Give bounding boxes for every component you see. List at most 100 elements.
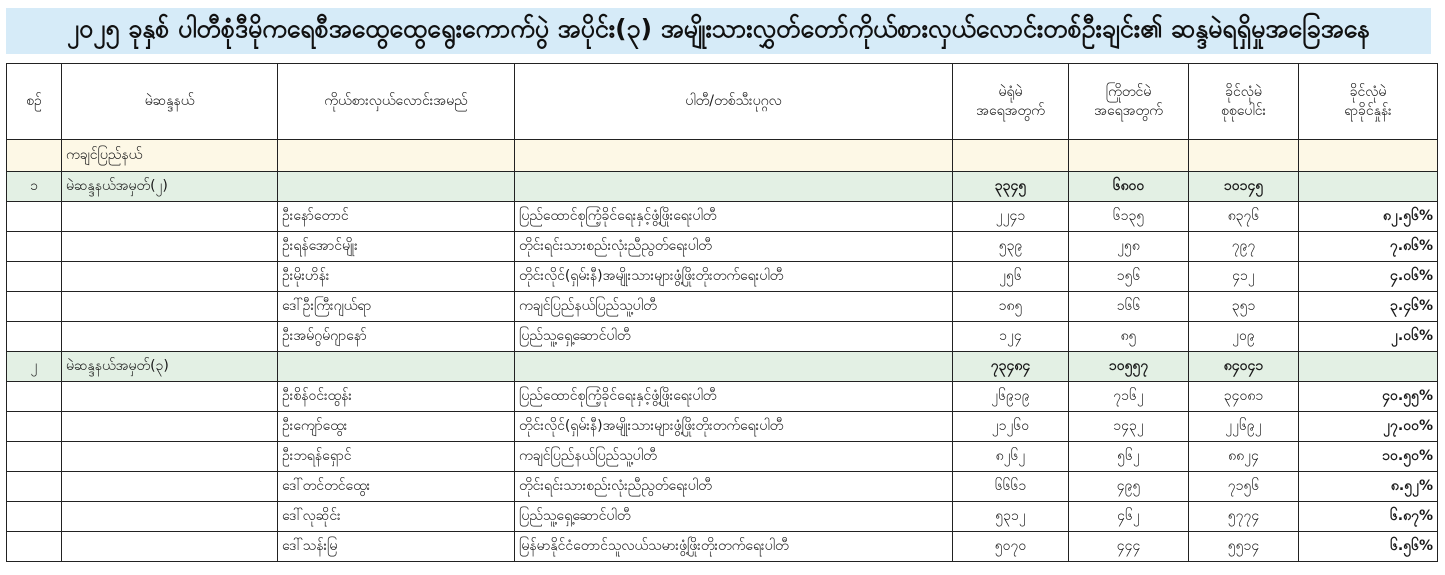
ordinary-votes-total: ၃၃၄၅ [952,171,1069,202]
cell-empty [6,201,62,232]
row-number: ၁ [6,171,62,202]
cell-empty [6,531,62,562]
constituency-row: ၂မဲဆန္ဒနယ်အမှတ်(၃) ၇၃၄၈၄ ၁၀၅၅၇ ၈၄၀၄၁ [6,351,1438,382]
row-number: ၂ [6,351,62,382]
valid-votes-total: ၁၀၁၄၅ [1188,171,1299,202]
valid-votes: ၄၁၂ [1188,261,1299,292]
vote-percent: ၇.၈၆% [1298,231,1438,262]
advance-votes: ၁၆၆ [1068,291,1189,322]
valid-votes: ၈၃၇၆ [1188,201,1299,232]
candidate-name: ဒေါ်လုဆိုင်း [277,501,515,532]
party-name: ပြည်ထောင်စုကြံ့ခိုင်ရေးနှင့်ဖွံ့ဖြိုးရေး… [514,201,953,232]
cell-empty [6,441,62,472]
advance-votes: ၅၆၂ [1068,441,1189,472]
constituency-row: ၁မဲဆန္ဒနယ်အမှတ်(၂) ၃၃၄၅ ၆၈၀၀ ၁၀၁၄၅ [6,171,1438,202]
region-name: ကချင်ပြည်နယ် [61,139,278,172]
party-name: တိုင်းရင်းသားစည်းလုံးညီညွတ်ရေးပါတီ [514,231,953,262]
advance-votes: ၄၆၂ [1068,501,1189,532]
cell-empty [6,381,62,412]
valid-votes: ၇၉၇ [1188,231,1299,262]
cell-empty [61,261,278,292]
party-name: ကချင်ပြည်နယ်ပြည်သူ့ပါတီ [514,291,953,322]
header-line: မဲရုံမဲ [998,83,1023,100]
cell-empty [277,171,515,202]
party-name: တိုင်းလိုင်(ရှမ်းနီ)အမျိုးသားများဖွံ့ဖြိ… [514,261,953,292]
ordinary-votes: ၂၅၆ [952,261,1069,292]
cell-empty [1068,139,1189,172]
header-row: စဉ် မဲဆန္ဒနယ် ကိုယ်စားလှယ်လောင်းအမည် ပါတ… [6,63,1438,140]
valid-votes: ၈၈၂၄ [1188,441,1299,472]
candidate-row: ဦးအမ်ဂွမ်ဂျာနော် ပြည်သူ့ရှေ့ဆောင်ပါတီ ၁၂၄၈… [6,321,1438,352]
vote-percent: ၂.၀၆% [1298,321,1438,352]
constituency-name: မဲဆန္ဒနယ်အမှတ်(၂) [61,171,278,202]
valid-votes: ၃၅၁ [1188,291,1299,322]
ordinary-votes: ၂၂၄၁ [952,201,1069,232]
advance-votes: ၁၅၆ [1068,261,1189,292]
vote-percent: ၂၇.၀၀% [1298,411,1438,442]
header-line: အရေအတွက် [976,102,1045,119]
cell-empty [1298,351,1438,382]
cell-empty [6,231,62,262]
ordinary-votes: ၂၆၉၁၉ [952,381,1069,412]
vote-percent: ၆.၈၇% [1298,501,1438,532]
header-line: ရာခိုင်နှုန်း [1344,102,1392,119]
candidate-row: ဒေါ်တင်တင်ထွေး တိုင်းရင်းသားစည်းလုံးညီညွတ… [6,471,1438,502]
candidate-row: ဒေါ်လုဆိုင်း ပြည်သူ့ရှေ့ဆောင်ပါတီ ၅၃၁၂ ၄၆၂၅… [6,501,1438,532]
candidate-row: ဦးမိုးဟိန်း တိုင်းလိုင်(ရှမ်းနီ)အမျိုးသား… [6,261,1438,292]
advance-votes: ၂၅၈ [1068,231,1189,262]
header-candidate: ကိုယ်စားလှယ်လောင်းအမည် [277,63,515,140]
candidate-name: ဒေါ်သန်းမြ [277,531,515,562]
cell-empty [61,201,278,232]
cell-empty [1298,171,1438,202]
cell-empty [61,441,278,472]
candidate-name: ဦးရန်အောင်မျိုး [277,231,515,262]
ordinary-votes: ၅၃၁၂ [952,501,1069,532]
ordinary-votes: ၅၃၉ [952,231,1069,262]
candidate-row: ဦးဘရန်ရှောင် ကချင်ပြည်နယ်ပြည်သူ့ပါတီ ၈၂၆၂၅… [6,441,1438,472]
vote-percent: ၃.၄၆% [1298,291,1438,322]
header-total-votes: ခိုင်လုံမဲ စုစုပေါင်း [1188,63,1299,140]
cell-empty [1188,139,1299,172]
vote-percent: ၄၀.၅၅% [1298,381,1438,412]
cell-empty [61,501,278,532]
valid-votes: ၃၄၀၈၁ [1188,381,1299,412]
candidate-row: ဦးရန်အောင်မျိုး တိုင်းရင်းသားစည်းလုံးညီညွ… [6,231,1438,262]
cell-empty [514,139,953,172]
header-ordinary-votes: မဲရုံမဲအရေအတွက် [952,63,1069,140]
valid-votes: ၂၀၉ [1188,321,1299,352]
valid-votes: ၅၇၇၄ [1188,501,1299,532]
party-name: ပြည်ထောင်စုကြံ့ခိုင်ရေးနှင့်ဖွံ့ဖြိုးရေး… [514,381,953,412]
valid-votes: ၅၅၁၄ [1188,531,1299,562]
advance-votes: ၄၉၅ [1068,471,1189,502]
cell-empty [61,531,278,562]
party-name: ပြည်သူ့ရှေ့ဆောင်ပါတီ [514,321,953,352]
cell-empty [1298,139,1438,172]
cell-empty [61,471,278,502]
header-line: အရေအတွက် [1094,102,1163,119]
cell-empty [6,139,62,172]
vote-percent: ၁၀.၅၀% [1298,441,1438,472]
advance-votes-total: ၁၀၅၅၇ [1068,351,1189,382]
cell-empty [61,381,278,412]
cell-empty [6,471,62,502]
advance-votes: ၁၄၃၂ [1068,411,1189,442]
candidate-name: ဦးဘရန်ရှောင် [277,441,515,472]
advance-votes: ၆၁၃၅ [1068,201,1189,232]
cell-empty [277,351,515,382]
candidate-name: ဦးမိုးဟိန်း [277,261,515,292]
header-line: ခိုင်လုံမဲ [1225,83,1262,100]
vote-percent: ၆.၅၆% [1298,531,1438,562]
vote-percent: ၈.၅၂% [1298,471,1438,502]
cell-empty [61,231,278,262]
cell-empty [6,321,62,352]
candidate-name: ဒေါ်တင်တင်ထွေး [277,471,515,502]
valid-votes: ၂၂၆၉၂ [1188,411,1299,442]
cell-empty [6,261,62,292]
cell-empty [61,291,278,322]
region-row: ကချင်ပြည်နယ် [6,139,1438,172]
candidate-name: ဦးကျော်ထွေး [277,411,515,442]
ordinary-votes: ၁၂၄ [952,321,1069,352]
cell-empty [6,411,62,442]
party-name: တိုင်းလိုင်(ရှမ်းနီ)အမျိုးသားများဖွံ့ဖြိ… [514,411,953,442]
candidate-row: ဦးနော်တောင် ပြည်ထောင်စုကြံ့ခိုင်ရေးနှင့်ဖ… [6,201,1438,232]
